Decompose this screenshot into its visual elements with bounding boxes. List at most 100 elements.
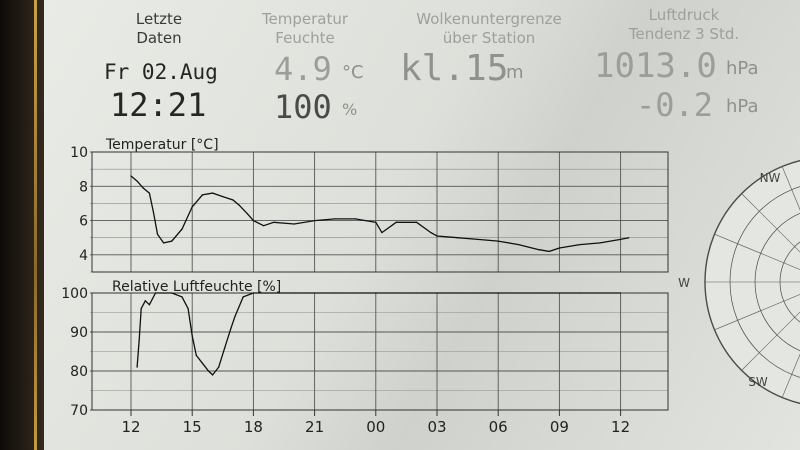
data-point: [436, 235, 438, 237]
cloud-base-label-2: über Station: [442, 29, 536, 47]
data-point: [224, 347, 226, 349]
x-tick-label: 09: [550, 418, 569, 436]
temperature-value: 4.9: [274, 50, 332, 88]
y-tick-label: 80: [70, 364, 88, 380]
data-point: [212, 374, 214, 376]
data-point: [242, 296, 244, 298]
x-tick-label: 12: [121, 418, 140, 436]
data-point: [181, 228, 183, 230]
temperature-chart: 4 6 8 10: [70, 145, 669, 273]
time-axis: 12 15 18 21 00 03 06 09 12: [121, 410, 630, 436]
data-point: [130, 175, 132, 177]
x-tick-label: 18: [244, 418, 263, 436]
frame-edge-gold: [34, 0, 37, 450]
data-point: [136, 180, 138, 182]
data-point: [140, 308, 142, 310]
data-point: [381, 231, 383, 234]
data-point: [334, 292, 336, 294]
data-point: [497, 292, 499, 294]
data-point: [201, 362, 203, 364]
data-point: [152, 211, 155, 213]
temperature-label-1: Temperatur: [261, 10, 349, 28]
data-point: [156, 233, 159, 235]
compass-direction-label: W: [678, 276, 690, 290]
data-point: [416, 292, 418, 294]
temperature-unit: °C: [342, 62, 364, 83]
pressure-label-1: Luftdruck: [648, 6, 720, 24]
data-point: [395, 221, 397, 223]
data-point: [218, 366, 220, 368]
weather-display: Letzte Daten Fr 02.Aug 12:21 Temperatur …: [44, 0, 800, 450]
data-point: [144, 300, 146, 302]
data-point: [579, 243, 581, 246]
data-point: [163, 242, 165, 244]
y-tick-label: 70: [70, 403, 88, 419]
chart-frame: [91, 151, 669, 273]
temperature-label-2: Feuchte: [275, 29, 335, 47]
last-data-header: Letzte Daten: [114, 10, 204, 48]
data-point: [232, 199, 234, 201]
y-tick-label: 10: [70, 145, 88, 161]
cloud-base-header: Wolkenuntergrenze über Station: [384, 10, 594, 48]
data-point: [334, 218, 336, 220]
data-point: [187, 308, 189, 310]
compass-spoke: [781, 353, 800, 398]
data-point: [354, 218, 356, 220]
humidity-value: 100: [274, 88, 332, 126]
data-point: [620, 238, 622, 241]
data-point: [558, 247, 561, 249]
data-point: [142, 187, 144, 189]
data-point: [293, 223, 295, 225]
y-tick-label: 100: [61, 286, 88, 302]
data-point: [548, 250, 550, 253]
data-point: [497, 240, 499, 242]
x-tick-label: 06: [489, 418, 508, 436]
x-tick-label: 15: [183, 418, 202, 436]
cloud-base-unit: m: [506, 62, 524, 83]
data-point: [456, 237, 458, 239]
data-point: [477, 238, 479, 241]
data-point: [238, 204, 240, 206]
data-point: [620, 292, 622, 294]
compass-spoke: [714, 294, 800, 331]
data-point: [252, 292, 254, 294]
temperature-header: Temperatur Feuchte: [240, 10, 370, 48]
humidity-chart: 70 80 90 100: [61, 286, 669, 419]
compass-spoke: [714, 233, 800, 270]
data-point: [538, 292, 540, 294]
data-point: [148, 304, 150, 306]
y-tick-label: 6: [79, 214, 88, 230]
data-point: [579, 292, 581, 294]
data-point: [195, 354, 197, 356]
compass-spoke: [781, 166, 800, 211]
data-point: [181, 296, 183, 298]
data-point: [263, 225, 265, 227]
data-point: [171, 292, 173, 294]
data-point: [375, 292, 377, 294]
data-point: [191, 335, 193, 337]
temperature-chart-title: Temperatur [°C]: [105, 137, 219, 153]
data-point: [293, 292, 295, 294]
compass-spoke: [741, 193, 800, 253]
pressure-trend-value: -0.2: [636, 86, 714, 124]
x-tick-label: 03: [427, 418, 446, 436]
data-point: [222, 195, 224, 198]
data-point: [234, 315, 236, 317]
data-point: [207, 370, 210, 372]
wind-compass: NW W SW: [678, 159, 800, 405]
pressure-trend-unit: hPa: [726, 96, 759, 117]
pressure-header: Luftdruck Tendenz 3 Std.: [604, 6, 764, 44]
humidity-chart-title: Relative Luftfeuchte [%]: [112, 279, 281, 295]
pressure-label-2: Tendenz 3 Std.: [628, 25, 740, 43]
data-point: [375, 221, 377, 223]
data-point: [230, 327, 232, 329]
data-point: [430, 231, 432, 234]
y-tick-label: 4: [79, 248, 88, 264]
cloud-base-label-1: Wolkenuntergrenze: [416, 10, 562, 28]
x-tick-label: 21: [305, 418, 324, 436]
data-point: [416, 221, 418, 223]
last-data-time: 12:21: [110, 86, 207, 124]
y-tick-label: 8: [79, 179, 88, 195]
humidity-unit: %: [342, 100, 358, 119]
